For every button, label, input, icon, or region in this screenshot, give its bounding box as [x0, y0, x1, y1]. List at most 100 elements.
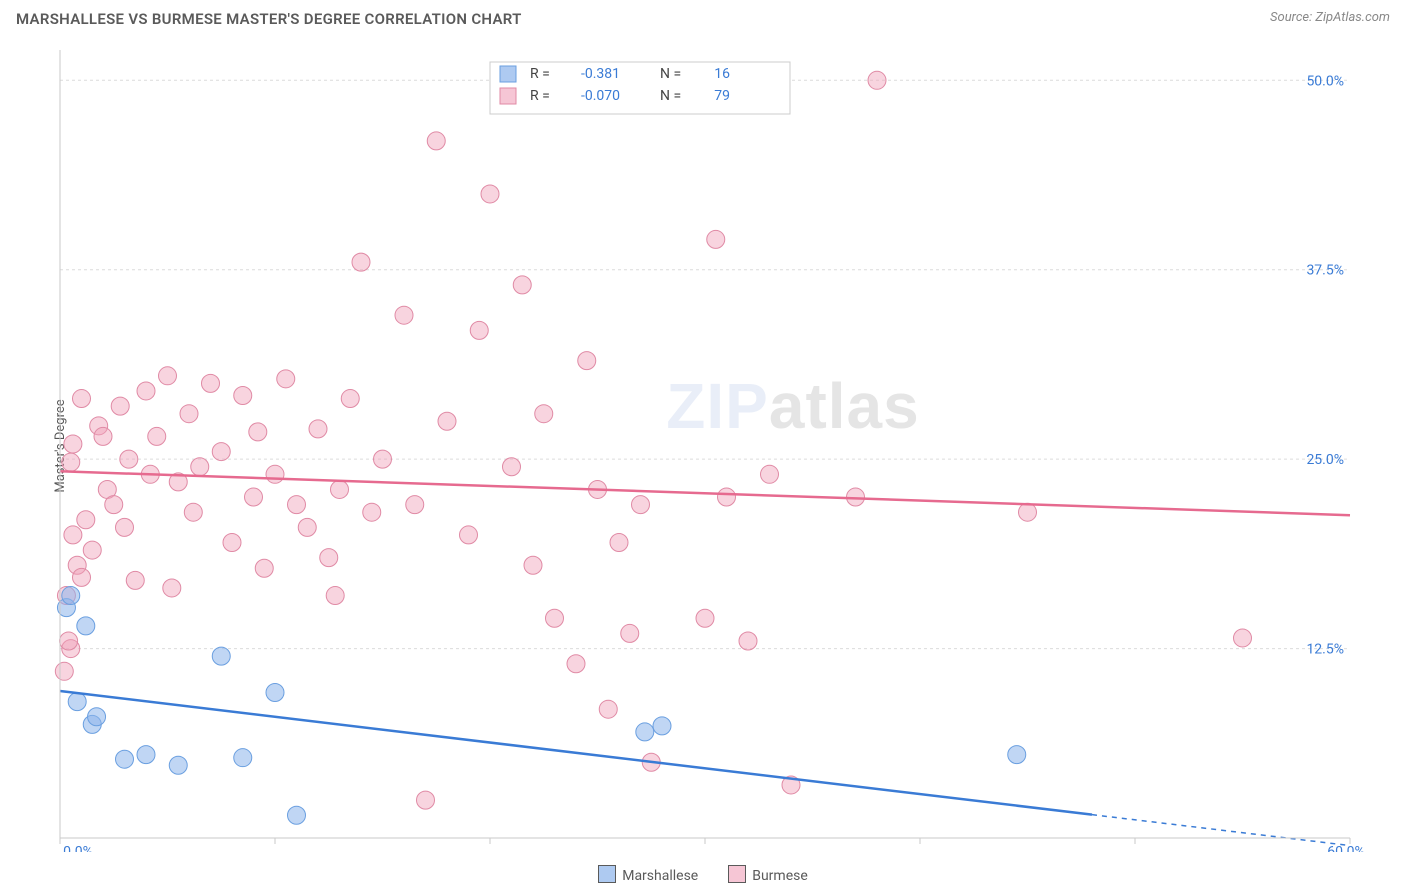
- data-point-burmese: [309, 420, 327, 438]
- chart-title: MARSHALLESE VS BURMESE MASTER'S DEGREE C…: [16, 10, 522, 28]
- legend-label: Marshallese: [622, 868, 698, 884]
- data-point-burmese: [524, 556, 542, 574]
- data-point-burmese: [761, 465, 779, 483]
- legend-n-label: N =: [660, 88, 681, 104]
- data-point-burmese: [245, 488, 263, 506]
- data-point-burmese: [234, 387, 252, 405]
- data-point-burmese: [255, 559, 273, 577]
- data-point-marshallese: [288, 806, 306, 824]
- data-point-burmese: [116, 518, 134, 536]
- data-point-burmese: [374, 450, 392, 468]
- legend-item-marshallese: Marshallese: [598, 865, 698, 884]
- data-point-burmese: [73, 568, 91, 586]
- legend-swatch: [500, 66, 516, 82]
- data-point-burmese: [707, 230, 725, 248]
- data-point-marshallese: [68, 693, 86, 711]
- data-point-marshallese: [1008, 746, 1026, 764]
- data-point-burmese: [341, 390, 359, 408]
- data-point-burmese: [718, 488, 736, 506]
- data-point-marshallese: [636, 723, 654, 741]
- data-point-burmese: [331, 480, 349, 498]
- legend-swatch: [500, 88, 516, 104]
- data-point-burmese: [249, 423, 267, 441]
- data-point-marshallese: [88, 708, 106, 726]
- data-point-burmese: [395, 306, 413, 324]
- scatter-chart-svg: 12.5%25.0%37.5%50.0%ZIPatlas0.0%60.0%R =…: [50, 50, 1386, 852]
- data-point-burmese: [73, 390, 91, 408]
- y-tick-label: 12.5%: [1306, 642, 1344, 658]
- data-point-burmese: [163, 579, 181, 597]
- data-point-marshallese: [116, 750, 134, 768]
- data-point-marshallese: [234, 749, 252, 767]
- data-point-burmese: [546, 609, 564, 627]
- chart-source: Source: ZipAtlas.com: [1270, 10, 1390, 25]
- data-point-burmese: [406, 496, 424, 514]
- data-point-burmese: [481, 185, 499, 203]
- data-point-marshallese: [62, 587, 80, 605]
- legend-n-label: N =: [660, 66, 681, 82]
- data-point-burmese: [60, 632, 78, 650]
- data-point-burmese: [599, 700, 617, 718]
- data-point-marshallese: [653, 717, 671, 735]
- legend-swatch-pink: [728, 865, 746, 883]
- data-point-burmese: [417, 791, 435, 809]
- data-point-burmese: [111, 397, 129, 415]
- data-point-burmese: [427, 132, 445, 150]
- legend-item-burmese: Burmese: [728, 865, 808, 884]
- data-point-marshallese: [77, 617, 95, 635]
- legend-bottom: Marshallese Burmese: [0, 865, 1406, 884]
- data-point-burmese: [610, 534, 628, 552]
- data-point-burmese: [696, 609, 714, 627]
- data-point-burmese: [266, 465, 284, 483]
- data-point-burmese: [470, 321, 488, 339]
- trendline-marshallese-extrapolated: [1092, 815, 1350, 846]
- data-point-burmese: [288, 496, 306, 514]
- data-point-burmese: [363, 503, 381, 521]
- data-point-marshallese: [266, 684, 284, 702]
- data-point-burmese: [298, 518, 316, 536]
- data-point-marshallese: [212, 647, 230, 665]
- data-point-burmese: [503, 458, 521, 476]
- x-tick-label: 0.0%: [63, 844, 93, 852]
- data-point-burmese: [83, 541, 101, 559]
- data-point-burmese: [1234, 629, 1252, 647]
- data-point-burmese: [326, 587, 344, 605]
- trendline-marshallese: [60, 691, 1092, 815]
- data-point-burmese: [352, 253, 370, 271]
- legend-r-value: -0.070: [581, 88, 620, 104]
- data-point-burmese: [739, 632, 757, 650]
- y-tick-label: 25.0%: [1306, 452, 1344, 468]
- data-point-burmese: [94, 427, 112, 445]
- x-tick-label: 60.0%: [1327, 844, 1365, 852]
- data-point-burmese: [513, 276, 531, 294]
- chart-header: MARSHALLESE VS BURMESE MASTER'S DEGREE C…: [0, 0, 1406, 50]
- data-point-burmese: [277, 370, 295, 388]
- data-point-burmese: [567, 655, 585, 673]
- data-point-burmese: [191, 458, 209, 476]
- data-point-burmese: [64, 526, 82, 544]
- data-point-burmese: [1019, 503, 1037, 521]
- data-point-burmese: [137, 382, 155, 400]
- data-point-burmese: [578, 352, 596, 370]
- legend-r-label: R =: [530, 88, 550, 104]
- data-point-burmese: [180, 405, 198, 423]
- legend-n-value: 79: [714, 88, 730, 104]
- legend-r-value: -0.381: [581, 66, 620, 82]
- data-point-burmese: [126, 571, 144, 589]
- legend-n-value: 16: [714, 66, 730, 82]
- chart-area: 12.5%25.0%37.5%50.0%ZIPatlas0.0%60.0%R =…: [50, 50, 1386, 852]
- y-tick-label: 50.0%: [1306, 73, 1344, 89]
- legend-label: Burmese: [752, 868, 808, 884]
- data-point-marshallese: [169, 756, 187, 774]
- data-point-burmese: [223, 534, 241, 552]
- data-point-burmese: [77, 511, 95, 529]
- data-point-burmese: [632, 496, 650, 514]
- watermark: ZIPatlas: [666, 370, 919, 442]
- legend-r-label: R =: [530, 66, 550, 82]
- data-point-burmese: [148, 427, 166, 445]
- data-point-burmese: [535, 405, 553, 423]
- data-point-burmese: [460, 526, 478, 544]
- data-point-burmese: [62, 453, 80, 471]
- data-point-burmese: [55, 662, 73, 680]
- data-point-burmese: [212, 443, 230, 461]
